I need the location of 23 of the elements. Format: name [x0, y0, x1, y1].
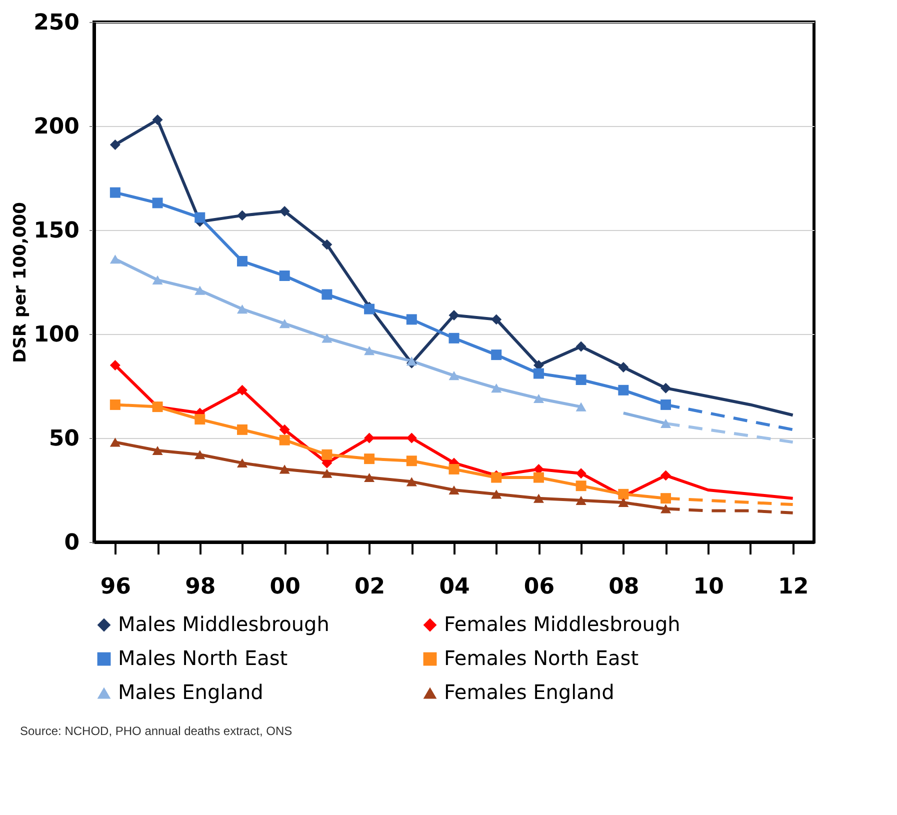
x-tick-label: 96: [100, 574, 131, 600]
legend-label: Males England: [118, 680, 264, 704]
x-tick-label: 06: [524, 574, 555, 600]
y-tick-label: 0: [64, 530, 80, 556]
y-axis-title: DSR per 100,000: [10, 202, 31, 363]
y-tick-label: 150: [34, 218, 80, 244]
x-tick-label: 08: [608, 574, 640, 600]
y-tick-label: 100: [34, 322, 80, 348]
y-tick-label: 50: [48, 426, 80, 452]
x-tick-label: 10: [693, 574, 724, 600]
x-tick-label: 00: [270, 574, 300, 600]
source-note: Source: NCHOD, PHO annual deaths extract, ONS: [20, 724, 294, 738]
legend-label: Males North East: [118, 646, 288, 670]
x-tick-label: 12: [778, 574, 809, 600]
x-tick-label: 04: [439, 574, 470, 600]
legend-label: Females North East: [444, 646, 639, 670]
y-tick-label: 250: [34, 10, 80, 36]
legend-label: Females England: [444, 680, 614, 704]
x-tick-label: 02: [354, 574, 386, 600]
y-tick-label: 200: [34, 114, 80, 140]
legend-label: Males Middlesbrough: [118, 612, 330, 636]
legend-label: Females Middlesbrough: [444, 612, 680, 636]
x-tick-label: 98: [185, 574, 216, 600]
